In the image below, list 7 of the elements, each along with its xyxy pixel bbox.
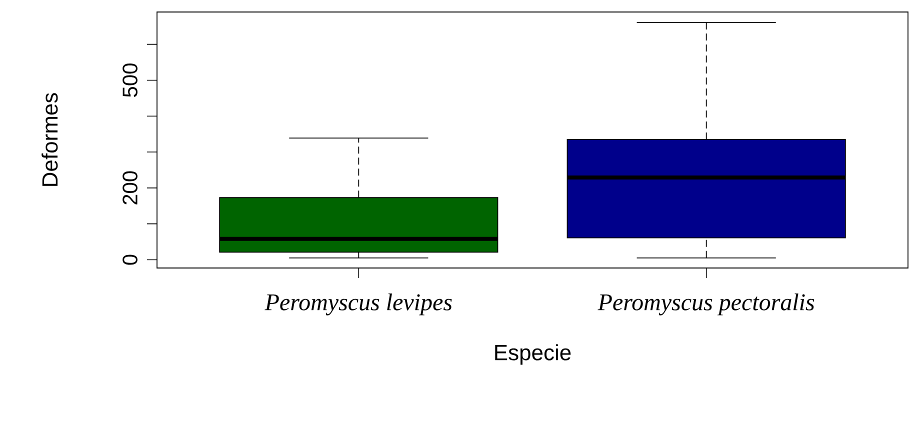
x-tick-label: Peromyscus levipes [264,294,452,316]
x-axis-title: Especie [495,344,571,365]
y-tick-label: 500 [122,64,138,97]
y-tick-label: 200 [122,171,138,204]
y-axis-title: Deformes [42,93,58,186]
x-tick-label: Peromyscus pectoralis [598,294,814,316]
y-tick-label: 0 [122,254,138,265]
